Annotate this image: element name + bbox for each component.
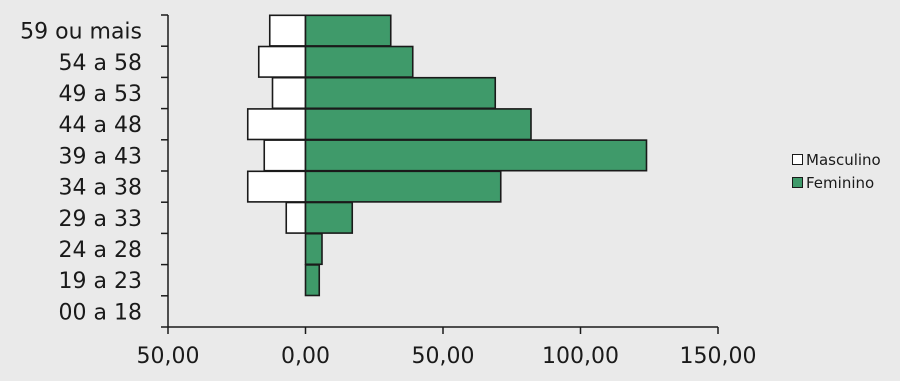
- legend-swatch-masculino: [792, 154, 803, 165]
- bar-masculino-5: [263, 139, 307, 172]
- bars-layer: [246, 14, 648, 297]
- bar-feminino-2: [304, 232, 323, 266]
- bar-feminino-4: [304, 170, 502, 203]
- category-label: 34 a 38: [59, 176, 142, 201]
- category-label: 19 a 23: [59, 269, 142, 294]
- bar-masculino-6: [246, 108, 307, 141]
- bar-masculino-8: [257, 45, 307, 78]
- x-tick-label: 50,00: [137, 344, 200, 369]
- legend-label-feminino: Feminino: [806, 173, 875, 192]
- category-label: 49 a 53: [59, 82, 142, 107]
- axes-layer: [161, 14, 719, 334]
- legend: Masculino Feminino: [792, 148, 881, 194]
- bar-masculino-7: [271, 76, 307, 110]
- bar-masculino-3: [285, 201, 307, 234]
- category-label: 44 a 48: [59, 113, 142, 138]
- legend-item-masculino: Masculino: [792, 148, 881, 171]
- bar-feminino-6: [304, 108, 532, 141]
- bar-feminino-9: [304, 14, 392, 47]
- category-label: 54 a 58: [59, 51, 142, 76]
- bar-masculino-4: [246, 170, 307, 203]
- bar-masculino-9: [268, 14, 307, 47]
- legend-item-feminino: Feminino: [792, 171, 881, 194]
- category-labels: 00 a 18 19 a 23 24 a 28 29 a 33 34 a 38 39 a …: [20, 20, 142, 326]
- x-tick-labels: 50,00 0,00 50,00 100,00 150,00: [137, 344, 757, 369]
- bar-feminino-7: [304, 76, 497, 110]
- x-tick-label: 150,00: [680, 344, 757, 369]
- category-label: 29 a 33: [59, 207, 142, 232]
- category-label: 24 a 28: [59, 238, 142, 263]
- x-tick-label: 50,00: [412, 344, 475, 369]
- legend-swatch-feminino: [792, 177, 803, 188]
- x-tick-label: 100,00: [542, 344, 619, 369]
- bar-feminino-3: [304, 201, 354, 234]
- bar-feminino-1: [304, 264, 321, 297]
- category-label: 59 ou mais: [20, 20, 142, 45]
- bar-feminino-5: [304, 139, 648, 172]
- bar-feminino-8: [304, 45, 414, 78]
- category-label: 39 a 43: [59, 144, 142, 169]
- x-tick-label: 0,00: [281, 344, 330, 369]
- legend-label-masculino: Masculino: [806, 150, 881, 169]
- category-label: 00 a 18: [59, 300, 142, 325]
